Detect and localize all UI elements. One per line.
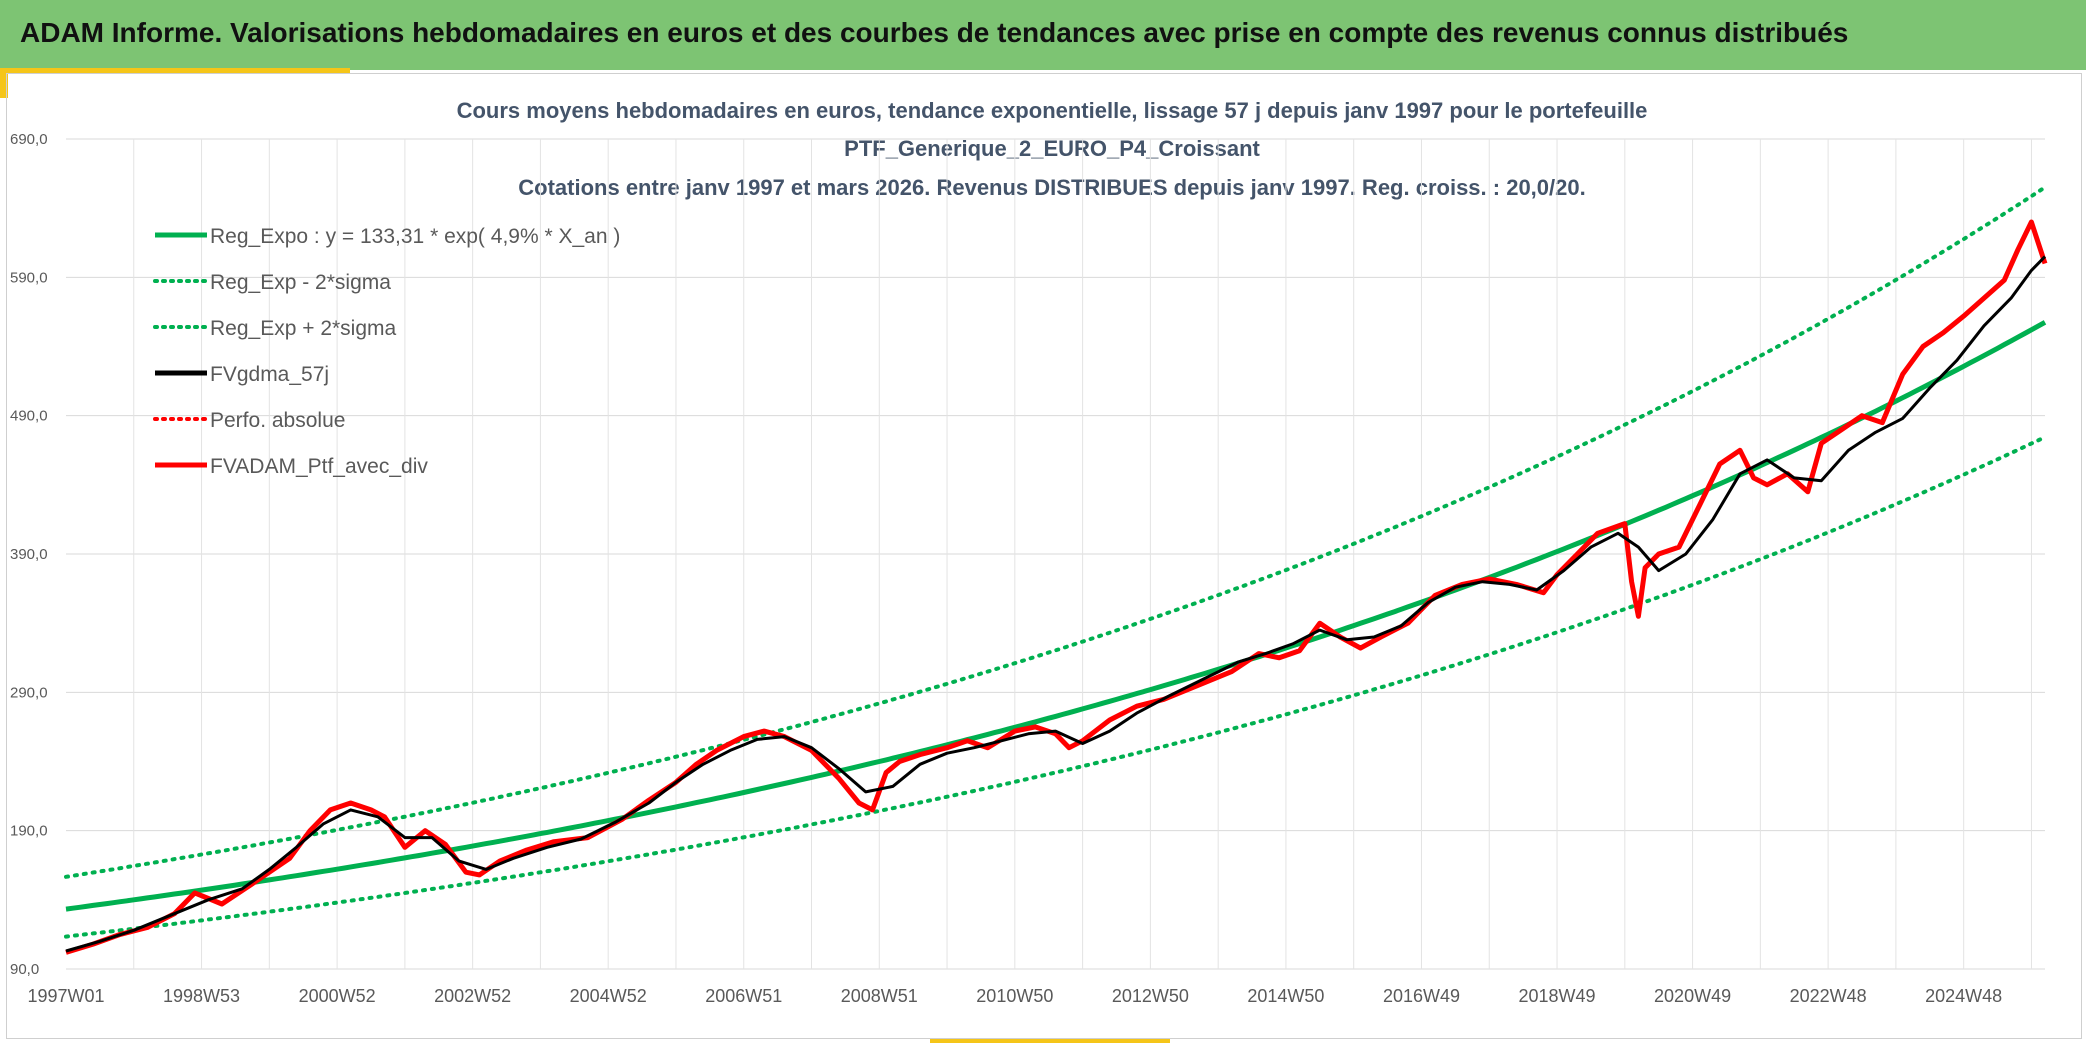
x-tick-label: 2018W49 (1518, 986, 1595, 1006)
x-tick-label: 2002W52 (434, 986, 511, 1006)
x-tick-label: 2012W50 (1112, 986, 1189, 1006)
legend: Reg_Expo : y = 133,31 * exp( 4,9% * X_an… (153, 225, 620, 478)
trend-line-minus-2-sigma (64, 435, 2047, 939)
y-tick-label: 590,0 (10, 269, 48, 286)
accent-bar-bottom (930, 1039, 1170, 1043)
y-tick-label: 490,0 (10, 408, 48, 425)
accent-bar-left (0, 68, 8, 98)
x-axis: 1997W01 1998W53 2000W52 2002W52 2004W52 2006W… (27, 986, 2002, 1006)
chart-frame (6, 73, 2082, 1039)
chart-title-line-3: Cotations entre janv 1997 et mars 2026. … (518, 175, 1585, 200)
trend-line-reg-expo (65, 320, 2047, 912)
x-tick-label: 2014W50 (1247, 986, 1324, 1006)
series-lines (64, 185, 2048, 955)
legend-label: FVADAM_Ptf_avec_div (210, 455, 428, 478)
series-line-fvgdma-57j (65, 255, 2047, 953)
x-tick-label: 2024W48 (1925, 986, 2002, 1006)
x-tick-label: 2010W50 (976, 986, 1053, 1006)
x-tick-label: 1998W53 (163, 986, 240, 1006)
accent-bar-top (0, 68, 350, 73)
trend-line-plus-2-sigma (64, 185, 2047, 879)
x-tick-label: 2008W51 (841, 986, 918, 1006)
y-tick-label: 690,0 (10, 131, 48, 148)
legend-label: Perfo. absolue (210, 409, 345, 432)
legend-label: Reg_Expo : y = 133,31 * exp( 4,9% * X_an… (210, 225, 620, 248)
y-tick-label: 190,0 (10, 823, 48, 840)
banner-title: ADAM Informe. Valorisations hebdomadaire… (20, 17, 1849, 48)
x-tick-label: 2022W48 (1790, 986, 1867, 1006)
title-banner: ADAM Informe. Valorisations hebdomadaire… (0, 0, 2086, 70)
legend-label: Reg_Exp + 2*sigma (210, 317, 397, 340)
x-tick-label: 2016W49 (1383, 986, 1460, 1006)
legend-label: FVgdma_57j (210, 363, 329, 386)
y-axis: 90,0 190,0 290,0 390,0 490,0 590,0 690,0 (10, 131, 48, 978)
chart-title-line-1: Cours moyens hebdomadaires en euros, ten… (457, 98, 1648, 123)
grid (66, 138, 2045, 970)
chart-title-line-2: PTF_Generique_2_EURO_P4_Croissant (844, 136, 1260, 161)
y-tick-label: 290,0 (10, 684, 48, 701)
x-tick-label: 2020W49 (1654, 986, 1731, 1006)
y-tick-label: 90,0 (10, 961, 39, 978)
x-tick-label: 1997W01 (27, 986, 104, 1006)
x-tick-label: 2004W52 (570, 986, 647, 1006)
legend-label: Reg_Exp - 2*sigma (210, 271, 391, 294)
x-tick-label: 2006W51 (705, 986, 782, 1006)
x-tick-label: 2000W52 (299, 986, 376, 1006)
y-tick-label: 390,0 (10, 546, 48, 563)
